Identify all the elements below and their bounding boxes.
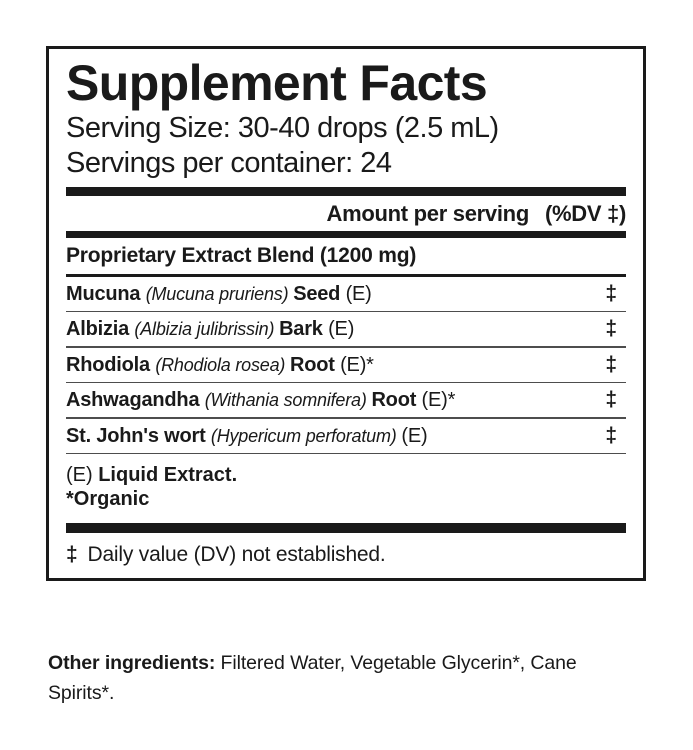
ingredient-latin-name: (Rhodiola rosea)	[155, 354, 290, 375]
ingredient-name: St. John's wort	[66, 424, 211, 447]
amount-per-serving-header: Amount per serving (%DV ‡)	[66, 196, 627, 231]
serving-size-text: Serving Size: 30-40 drops (2.5 mL)	[66, 112, 499, 144]
rule-under-amount-header	[66, 230, 626, 238]
amount-per-serving-label: Amount per serving	[326, 200, 530, 226]
ingredient-extract-marker: (E)*	[340, 353, 374, 376]
table-row: Ashwagandha (Withania somnifera) Root (E…	[66, 383, 626, 417]
ingredient-extract-marker: (E)*	[421, 389, 456, 412]
rule-under-blend-title	[66, 273, 626, 277]
ingredient-description: Albizia (Albizia julibrissin) Bark (E)	[66, 318, 354, 341]
ingredient-dv-value: ‡	[605, 423, 617, 447]
table-row: Mucuna (Mucuna pruriens) Seed (E) ‡	[66, 277, 626, 311]
ingredient-extract-marker: (E)	[328, 318, 355, 341]
ingredient-name: Albizia	[66, 318, 135, 341]
other-ingredients-section: Other ingredients: Filtered Water, Veget…	[48, 648, 648, 708]
extract-key-note: (E) Liquid Extract.	[66, 464, 626, 488]
ingredient-plant-part: Seed	[293, 282, 346, 305]
ingredient-latin-name: (Mucuna pruriens)	[145, 283, 294, 304]
ingredient-description: Mucuna (Mucuna pruriens) Seed (E)	[66, 283, 372, 306]
ingredient-name: Ashwagandha	[66, 389, 205, 412]
ingredient-dv-value: ‡	[605, 281, 617, 305]
extract-key-text: Liquid Extract.	[98, 464, 238, 487]
proprietary-blend-title: Proprietary Extract Blend (1200 mg)	[66, 243, 417, 267]
table-row: St. John's wort (Hypericum perforatum) (…	[66, 419, 626, 453]
row-separator	[66, 346, 626, 348]
other-ingredients-label: Other ingredients:	[48, 652, 221, 674]
ingredient-name: Rhodiola	[66, 353, 156, 376]
ingredient-extract-marker: (E)	[345, 282, 372, 305]
ingredient-plant-part: Root	[289, 353, 341, 376]
percent-dv-label: (%DV ‡)	[544, 200, 626, 226]
page-title: Supplement Facts	[66, 55, 488, 111]
extract-key-symbol: (E)	[66, 464, 99, 487]
ingredient-latin-name: (Hypericum perforatum)	[210, 425, 402, 446]
row-separator	[66, 310, 626, 313]
ingredient-extract-marker: (E)	[401, 424, 428, 447]
table-row: Albizia (Albizia julibrissin) Bark (E) ‡	[66, 312, 626, 346]
row-separator	[66, 452, 626, 455]
ingredient-dv-value: ‡	[605, 317, 617, 341]
supplement-facts-panel: Supplement Facts Serving Size: 30-40 dro…	[46, 46, 646, 582]
ingredient-name: Mucuna	[66, 282, 146, 305]
ingredient-dv-value: ‡	[605, 388, 617, 412]
daily-value-footnote-text: Daily value (DV) not established.	[87, 543, 386, 567]
organic-key-note: *Organic	[66, 487, 150, 510]
ingredient-latin-name: (Withania somnifera)	[204, 390, 372, 411]
rule-top-thick	[66, 186, 626, 196]
ingredient-plant-part: Bark	[279, 318, 329, 341]
servings-per-container-text: Servings per container: 24	[66, 147, 392, 180]
ingredient-description: Ashwagandha (Withania somnifera) Root (E…	[66, 389, 455, 412]
ingredient-plant-part: Root	[371, 389, 422, 412]
daily-value-footnote: ‡ Daily value (DV) not established.	[66, 533, 626, 578]
row-separator	[66, 417, 626, 419]
row-separator	[66, 381, 626, 384]
ingredient-dv-value: ‡	[605, 352, 617, 376]
other-ingredients-body: Filtered Water, Vegetable Glycerin*, Can…	[48, 652, 577, 705]
rule-bottom-thick	[66, 523, 626, 534]
double-dagger-icon: ‡	[66, 543, 78, 567]
ingredient-latin-name: (Albizia julibrissin)	[134, 319, 280, 340]
ingredient-description: St. John's wort (Hypericum perforatum) (…	[66, 424, 428, 448]
table-row: Rhodiola (Rhodiola rosea) Root (E)* ‡	[66, 348, 626, 382]
label-notes: (E) Liquid Extract. *Organic	[66, 454, 626, 523]
ingredient-description: Rhodiola (Rhodiola rosea) Root (E)*	[66, 354, 374, 377]
